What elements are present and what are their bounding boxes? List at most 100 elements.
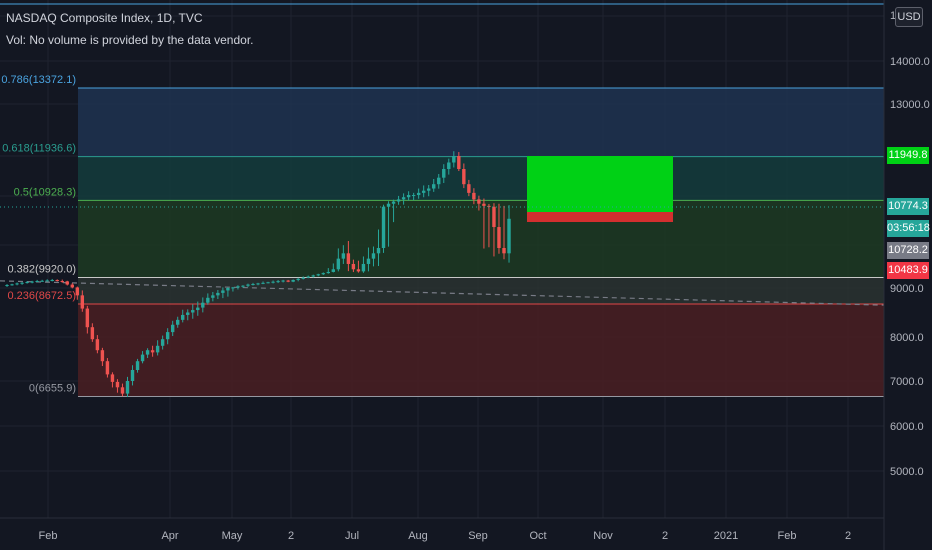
candle-body bbox=[115, 381, 120, 388]
candle-body bbox=[396, 199, 401, 202]
price-tick-label: 5000.0 bbox=[890, 466, 924, 478]
price-tick-label: 8000.0 bbox=[890, 332, 924, 344]
candle-body bbox=[241, 285, 245, 287]
candle-body bbox=[437, 177, 441, 185]
fib-label-0.786: 0.786(13372.1) bbox=[1, 74, 76, 86]
candle-body bbox=[507, 218, 511, 254]
trend-line[interactable] bbox=[0, 280, 885, 306]
candle-body bbox=[341, 253, 346, 259]
time-tick-label: Apr bbox=[161, 530, 178, 542]
countdown-tag: 03:56:18 bbox=[887, 220, 930, 237]
candle-body bbox=[351, 263, 356, 270]
candle-body bbox=[130, 370, 135, 381]
candle-body bbox=[346, 253, 351, 264]
time-tick-label: Aug bbox=[408, 530, 428, 542]
candle-body bbox=[221, 290, 225, 293]
candle-body bbox=[246, 284, 250, 286]
candle-body bbox=[150, 350, 155, 353]
candle-body bbox=[10, 284, 14, 286]
candle-body bbox=[416, 192, 421, 196]
candle-body bbox=[401, 197, 406, 200]
candle-body bbox=[50, 279, 54, 281]
entry-tag: 10728.2 bbox=[887, 242, 929, 259]
candle-body bbox=[5, 285, 9, 287]
candle-body bbox=[135, 361, 140, 370]
profit-zone bbox=[527, 156, 673, 213]
candle-body bbox=[140, 354, 145, 362]
symbol-title[interactable]: NASDAQ Composite Index, 1D, TVC bbox=[6, 11, 203, 25]
candle-body bbox=[211, 295, 215, 298]
candle-body bbox=[100, 350, 105, 362]
candle-body bbox=[35, 281, 39, 283]
fib-label-0: 0(6655.9) bbox=[29, 382, 76, 394]
candle-body bbox=[196, 307, 200, 311]
candle-body bbox=[120, 387, 125, 394]
candle-body bbox=[191, 310, 195, 313]
candle-body bbox=[20, 282, 24, 284]
price-tick-label: 1 bbox=[890, 10, 896, 22]
candle-body bbox=[216, 292, 220, 296]
long-position-tool[interactable] bbox=[0, 156, 884, 222]
price-tick-label: 7000.0 bbox=[890, 376, 924, 388]
candle-body bbox=[432, 184, 436, 189]
stop-zone bbox=[527, 212, 673, 222]
candle-body bbox=[30, 281, 34, 283]
target-tag: 11949.8 bbox=[887, 147, 929, 164]
candle-body bbox=[186, 312, 190, 315]
candle-body bbox=[110, 374, 115, 382]
candle-body bbox=[381, 206, 386, 249]
price-tick-label: 9000.0 bbox=[890, 283, 924, 295]
candle-body bbox=[266, 282, 270, 284]
fib-retracement[interactable]: 0.786(13372.1) 0.618(11936.6) 0.5(10928.3)… bbox=[0, 3, 884, 397]
candle-body bbox=[40, 280, 44, 282]
candle-body bbox=[366, 258, 371, 264]
price-axis[interactable]: 14000.0 13000.0 9000.0 8000.0 7000.0 6000.0 50… bbox=[883, 0, 930, 550]
candle-body bbox=[371, 253, 376, 259]
candle-body bbox=[472, 192, 476, 200]
candle-body bbox=[311, 275, 315, 277]
candle-body bbox=[261, 282, 265, 284]
candle-body bbox=[181, 314, 185, 320]
candle-body bbox=[226, 288, 230, 291]
candle-body bbox=[492, 206, 496, 228]
candle-body bbox=[25, 282, 29, 284]
fib-zone bbox=[78, 156, 884, 201]
candle-body bbox=[251, 283, 255, 285]
candle-body bbox=[90, 327, 95, 340]
time-axis[interactable]: Feb Apr May 2 Jul Aug Sep Oct Nov 2 2021 Feb 2 bbox=[0, 517, 884, 542]
candle-body bbox=[70, 284, 74, 288]
fib-label-0.236: 0.236(8672.5) bbox=[8, 290, 77, 302]
candle-body bbox=[160, 339, 165, 346]
candle-body bbox=[452, 155, 456, 163]
trend-line-segment bbox=[0, 280, 885, 306]
candle-body bbox=[75, 287, 79, 296]
candle-body bbox=[336, 258, 341, 270]
candle-body bbox=[442, 169, 446, 178]
candle-body bbox=[281, 280, 285, 282]
candle-body bbox=[361, 263, 366, 272]
candle-body bbox=[105, 361, 110, 375]
candle-body bbox=[502, 248, 506, 254]
candle-body bbox=[201, 302, 205, 308]
currency-badge[interactable]: USD bbox=[895, 7, 923, 27]
candle-body bbox=[447, 162, 451, 170]
candle-body bbox=[316, 274, 320, 276]
candle-body bbox=[326, 271, 330, 274]
time-tick-label: 2 bbox=[845, 530, 851, 542]
candles bbox=[5, 151, 511, 398]
candle-body bbox=[125, 381, 130, 394]
candle-body bbox=[15, 283, 19, 285]
candle-body bbox=[331, 269, 336, 272]
candle-body bbox=[386, 203, 391, 207]
candle-body bbox=[65, 281, 69, 285]
time-tick-label: 2021 bbox=[714, 530, 738, 542]
fib-label-0.382: 0.382(9920.0) bbox=[8, 263, 77, 275]
candle-body bbox=[176, 319, 180, 325]
candle-body bbox=[80, 295, 85, 309]
candle-body bbox=[231, 287, 235, 289]
candle-body bbox=[462, 169, 466, 185]
time-tick-label: Jul bbox=[345, 530, 359, 542]
candle-body bbox=[256, 283, 260, 285]
stop-tag: 10483.9 bbox=[887, 262, 929, 279]
